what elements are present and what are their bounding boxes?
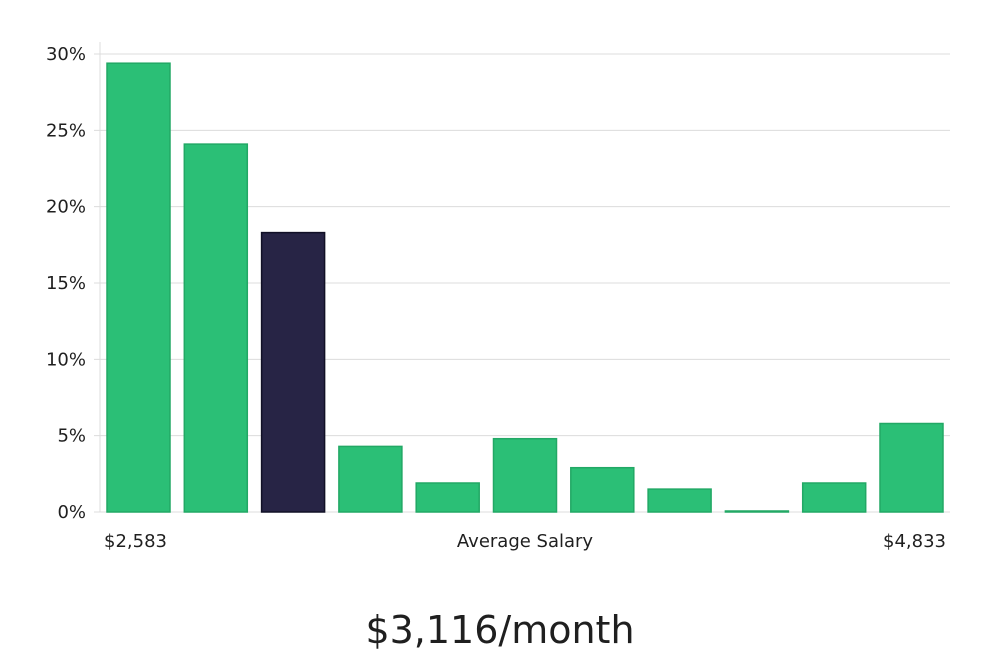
bar [647, 488, 712, 513]
bar-highlighted [260, 231, 326, 513]
y-tick-label: 20% [46, 197, 86, 218]
bar [724, 510, 790, 513]
bars [106, 62, 944, 513]
bar [415, 482, 480, 513]
bar [183, 143, 249, 513]
bar [801, 482, 867, 513]
y-tick-label: 5% [57, 426, 86, 447]
x-axis-title: Average Salary [457, 531, 594, 552]
y-axis: 0% 5% 10% 15% 20% 25% 30% [46, 42, 101, 523]
y-tick-label: 15% [46, 273, 86, 294]
salary-histogram: 0% 5% 10% 15% 20% 25% 30% $2,583 Average Salar… [46, 42, 950, 552]
y-tick-label: 10% [46, 349, 86, 370]
bar [492, 437, 558, 513]
x-max-label: $4,833 [883, 531, 946, 552]
y-tick-label: 25% [46, 120, 86, 141]
bar [338, 445, 403, 513]
average-salary-value: $3,116/month [365, 608, 635, 652]
y-tick-label: 30% [46, 44, 86, 65]
bar [570, 466, 635, 513]
x-min-label: $2,583 [104, 531, 167, 552]
bar [879, 422, 944, 513]
y-tick-label: 0% [57, 502, 86, 523]
x-axis-labels: $2,583 Average Salary $4,833 [104, 531, 946, 552]
bar [106, 62, 171, 513]
